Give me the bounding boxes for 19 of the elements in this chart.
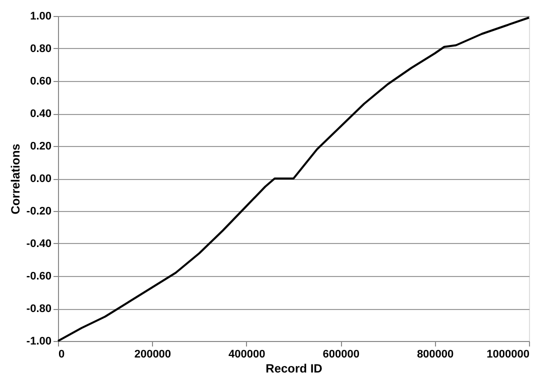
x-tick-label: 0 [58,348,65,360]
x-axis-title: Record ID [266,362,323,376]
x-tick-label: 600000 [322,348,360,360]
y-tick-label: -0.80 [26,303,52,315]
y-tick-label: 0.00 [30,173,52,185]
y-tick-label: 0.40 [30,108,52,120]
y-tick-label: -0.20 [26,206,52,218]
y-tick-label: 0.20 [30,140,52,152]
y-axis-title: Correlations [8,143,22,214]
x-tick-label: 1000000 [486,348,530,360]
y-tick-label: -0.60 [26,270,52,282]
y-tick-label: 0.80 [30,43,52,55]
x-tick-label: 800000 [416,348,454,360]
x-tick-label: 400000 [228,348,266,360]
y-tick-label: -0.40 [26,238,52,250]
y-tick-label: -1.00 [26,336,52,348]
y-tick-label: 1.00 [30,10,52,22]
x-tick-label: 200000 [134,348,172,360]
y-tick-label: 0.60 [30,76,52,88]
